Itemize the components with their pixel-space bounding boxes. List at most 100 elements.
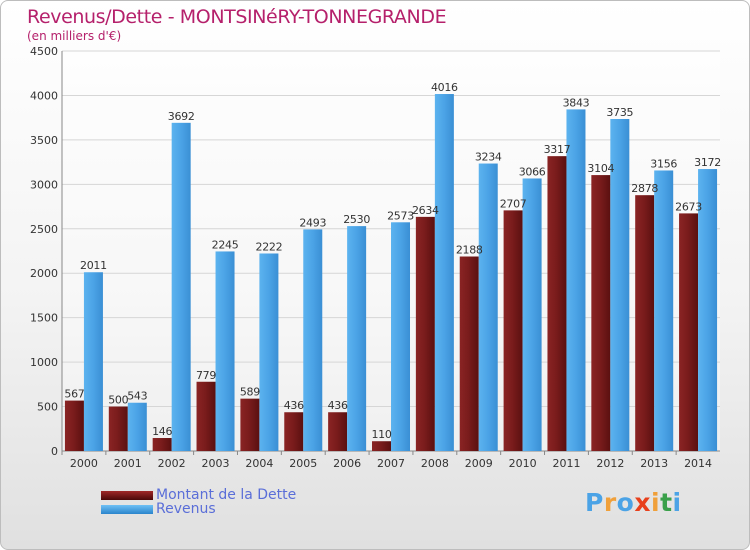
data-label-revenus: 3234 bbox=[475, 151, 502, 164]
data-label-revenus: 2573 bbox=[387, 209, 414, 222]
bar-revenus bbox=[698, 169, 718, 452]
bar-revenus bbox=[434, 94, 454, 452]
logo-letter: i bbox=[651, 488, 661, 517]
bar-dette bbox=[328, 412, 348, 451]
bar-revenus bbox=[303, 229, 323, 451]
data-label-revenus: 2011 bbox=[80, 259, 107, 272]
bar-dette bbox=[547, 156, 567, 451]
y-tick-label: 1500 bbox=[30, 312, 58, 325]
data-label-dette: 2673 bbox=[675, 200, 702, 213]
data-label-revenus: 3692 bbox=[168, 110, 195, 123]
data-label-revenus: 3172 bbox=[694, 156, 721, 169]
data-label-dette: 2707 bbox=[500, 197, 527, 210]
x-tick-label: 2001 bbox=[114, 457, 142, 470]
data-label-dette: 3104 bbox=[587, 162, 614, 175]
x-tick-label: 2006 bbox=[333, 457, 361, 470]
data-label-revenus: 3843 bbox=[563, 96, 590, 109]
legend-label-dette: Montant de la Dette bbox=[156, 487, 297, 503]
data-label-dette: 110 bbox=[371, 428, 391, 441]
bar-revenus bbox=[127, 402, 147, 451]
y-tick-label: 0 bbox=[51, 445, 58, 458]
chart-title: Revenus/Dette - MONTSINéRY-TONNEGRANDE bbox=[27, 6, 447, 28]
data-label-dette: 779 bbox=[196, 369, 216, 382]
bar-dette bbox=[64, 400, 84, 451]
bar-revenus bbox=[83, 272, 103, 451]
bar-dette bbox=[284, 412, 304, 451]
x-tick-label: 2005 bbox=[289, 457, 317, 470]
data-label-dette: 589 bbox=[240, 386, 260, 399]
y-tick-label: 500 bbox=[37, 401, 58, 414]
y-tick-label: 1000 bbox=[30, 356, 58, 369]
logo-letter: i bbox=[672, 488, 682, 517]
chart-subtitle: (en milliers d'€) bbox=[27, 29, 122, 43]
data-label-revenus: 2530 bbox=[343, 213, 370, 226]
y-tick-label: 2000 bbox=[30, 267, 58, 280]
bar-dette bbox=[679, 213, 699, 451]
data-label-revenus: 2493 bbox=[299, 216, 326, 229]
logo-letter: t bbox=[660, 488, 673, 517]
legend-item-revenus: Revenus bbox=[101, 501, 216, 517]
x-tick-label: 2008 bbox=[421, 457, 449, 470]
bar-revenus bbox=[171, 122, 191, 452]
legend-swatch-dette bbox=[101, 490, 153, 500]
proxiti-logo: Proxiti bbox=[585, 488, 682, 517]
bar-revenus bbox=[391, 222, 410, 451]
logo-letter: P bbox=[585, 488, 604, 517]
bar-dette bbox=[108, 406, 128, 451]
bar-dette bbox=[196, 381, 216, 451]
x-tick-label: 2012 bbox=[596, 457, 624, 470]
y-tick-label: 2500 bbox=[30, 223, 58, 236]
logo-letter: o bbox=[616, 488, 635, 517]
y-tick-label: 4000 bbox=[30, 89, 58, 102]
bar-dette bbox=[152, 438, 172, 451]
bar-dette bbox=[503, 210, 523, 451]
x-tick-label: 2010 bbox=[509, 457, 537, 470]
data-label-revenus: 2222 bbox=[256, 240, 283, 253]
data-label-dette: 436 bbox=[328, 399, 348, 412]
bar-dette bbox=[240, 398, 260, 451]
data-label-revenus: 3735 bbox=[606, 106, 633, 119]
bar-dette bbox=[415, 216, 435, 451]
bar-revenus bbox=[347, 226, 367, 451]
x-tick-label: 2011 bbox=[552, 457, 580, 470]
data-label-dette: 3317 bbox=[544, 143, 571, 156]
x-tick-label: 2004 bbox=[245, 457, 273, 470]
x-tick-label: 2002 bbox=[158, 457, 186, 470]
data-label-dette: 2188 bbox=[456, 244, 483, 257]
x-tick-label: 2014 bbox=[684, 457, 712, 470]
x-tick-label: 2003 bbox=[202, 457, 230, 470]
data-label-revenus: 4016 bbox=[431, 81, 458, 94]
legend-item-dette: Montant de la Dette bbox=[101, 487, 297, 503]
data-label-revenus: 543 bbox=[127, 390, 147, 403]
bar-revenus bbox=[610, 119, 630, 451]
y-tick-label: 4500 bbox=[30, 45, 58, 58]
bar-revenus bbox=[566, 109, 586, 452]
x-tick-label: 2013 bbox=[640, 457, 668, 470]
data-label-dette: 146 bbox=[152, 425, 172, 438]
bar-revenus bbox=[478, 163, 498, 452]
x-tick-label: 2009 bbox=[465, 457, 493, 470]
data-label-revenus: 3156 bbox=[650, 157, 677, 170]
legend-label-revenus: Revenus bbox=[156, 501, 216, 517]
bar-dette bbox=[635, 195, 655, 451]
logo-letter: x bbox=[634, 488, 651, 517]
bar-revenus bbox=[259, 253, 279, 451]
bar-dette bbox=[591, 175, 611, 452]
data-label-dette: 2634 bbox=[412, 204, 439, 217]
x-tick-label: 2000 bbox=[70, 457, 98, 470]
bar-dette bbox=[459, 256, 479, 451]
logo-letter: r bbox=[603, 488, 617, 517]
data-label-dette: 567 bbox=[64, 388, 84, 401]
y-tick-label: 3000 bbox=[30, 178, 58, 191]
bar-revenus bbox=[522, 178, 542, 451]
y-tick-label: 3500 bbox=[30, 134, 58, 147]
data-label-dette: 500 bbox=[108, 394, 128, 407]
x-tick-label: 2007 bbox=[377, 457, 405, 470]
bar-revenus bbox=[654, 170, 674, 451]
bar-revenus bbox=[215, 251, 235, 451]
bar-dette bbox=[372, 441, 391, 451]
data-label-dette: 2878 bbox=[631, 182, 658, 195]
data-label-dette: 436 bbox=[284, 399, 304, 412]
